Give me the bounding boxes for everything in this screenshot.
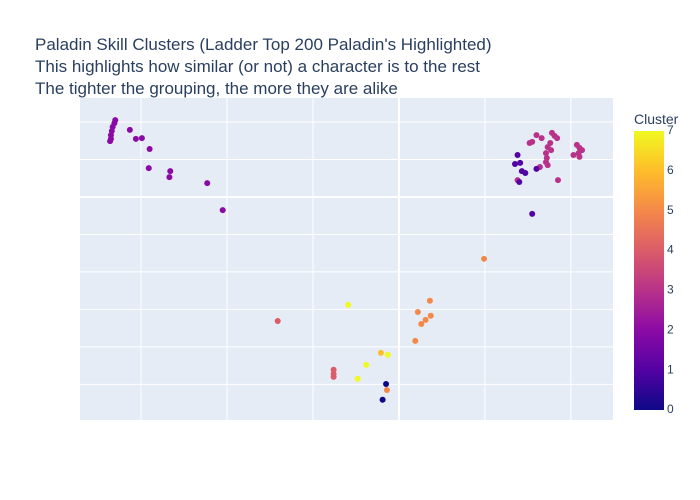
data-point (412, 337, 419, 344)
data-point (533, 132, 540, 139)
data-point (345, 301, 352, 308)
data-point (274, 318, 281, 325)
data-point (166, 174, 173, 181)
data-point (522, 169, 529, 176)
plot-area (80, 98, 613, 420)
data-point (544, 162, 551, 169)
data-point (481, 255, 488, 262)
data-point (554, 177, 561, 184)
data-point (383, 387, 390, 394)
data-point (363, 361, 370, 368)
colorbar-tick-label: 5 (667, 203, 674, 217)
data-point (204, 180, 211, 187)
data-point (377, 349, 384, 356)
data-point (330, 373, 337, 380)
data-point (533, 165, 540, 172)
colorbar (634, 131, 664, 410)
data-point (576, 153, 583, 160)
colorbar-tick-label: 6 (667, 163, 674, 177)
data-point (330, 366, 337, 373)
chart-title: This highlights how similar (or not) a c… (35, 57, 480, 76)
colorbar-tick-label: 0 (667, 402, 674, 416)
data-point (354, 375, 361, 382)
data-point (379, 396, 386, 403)
data-point (426, 297, 433, 304)
data-point (107, 138, 114, 145)
data-point (529, 210, 536, 217)
data-point (138, 135, 145, 142)
data-point (542, 150, 549, 157)
chart-title: The tighter the grouping, the more they … (35, 79, 398, 98)
data-point (516, 178, 523, 185)
data-point (554, 135, 561, 142)
data-point (132, 135, 139, 142)
data-point (548, 147, 555, 154)
colorbar-tick-label: 7 (667, 123, 674, 137)
data-point (384, 351, 391, 358)
data-point (167, 168, 174, 175)
data-point (427, 312, 434, 319)
colorbar-tick-label: 2 (667, 322, 674, 336)
colorbar-tick-label: 4 (667, 243, 674, 257)
data-point (517, 159, 524, 166)
colorbar-tick-label: 1 (667, 362, 674, 376)
data-point (529, 138, 536, 145)
data-point (219, 207, 226, 214)
chart-title: Paladin Skill Clusters (Ladder Top 200 P… (35, 35, 492, 54)
data-point (422, 316, 429, 323)
data-point (570, 151, 577, 158)
data-point (414, 309, 421, 316)
data-point (126, 126, 133, 133)
data-point (145, 165, 152, 172)
data-point (418, 321, 425, 328)
colorbar-tick-label: 3 (667, 283, 674, 297)
data-point (383, 381, 390, 388)
data-point (538, 135, 545, 142)
data-point (514, 151, 521, 158)
data-point (511, 160, 518, 167)
data-point (146, 145, 153, 152)
colorbar-title: Cluster (634, 111, 679, 127)
